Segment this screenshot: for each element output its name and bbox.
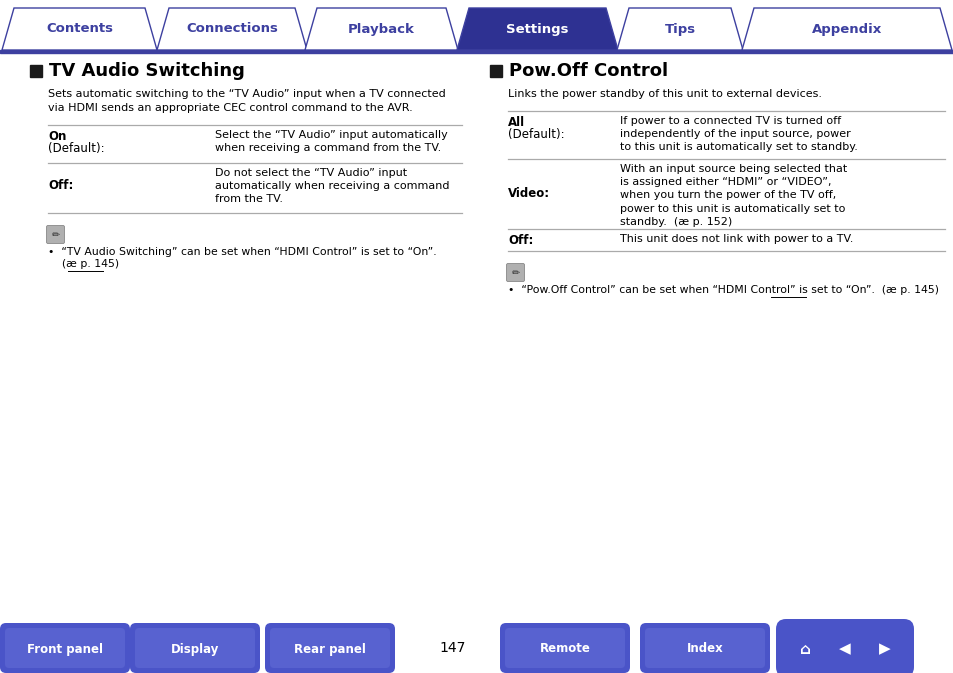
Bar [0,622,953,673]
Text: Sets automatic switching to the “TV Audio” input when a TV connected
via HDMI se: Sets automatic switching to the “TV Audi… [48,89,445,112]
Text: Index: Index [686,643,722,656]
Text: •  “Pow.Off Control” can be set when “HDMI Control” is set to “On”.  (æ p. 145): • “Pow.Off Control” can be set when “HDM… [507,285,938,295]
Text: Playback: Playback [348,22,415,36]
Text: Pow.Off Control: Pow.Off Control [509,62,667,80]
Text: Connections: Connections [186,22,277,36]
Text: ✏: ✏ [51,229,59,240]
Text: If power to a connected TV is turned off
independently of the input source, powe: If power to a connected TV is turned off… [619,116,857,152]
Text: (Default):: (Default): [48,142,105,155]
Text: Display: Display [171,643,219,656]
Polygon shape [305,8,457,50]
Text: 147: 147 [439,641,466,655]
Text: Do not select the “TV Audio” input
automatically when receiving a command
from t: Do not select the “TV Audio” input autom… [214,168,449,205]
Bar [30,65,42,77]
Text: (æ p. 145): (æ p. 145) [48,259,119,269]
FancyBboxPatch shape [855,619,913,673]
Text: On: On [48,130,67,143]
Text: Off:: Off: [507,234,533,247]
Bar [490,65,501,77]
Bar [0,50,953,53]
Text: With an input source being selected that
is assigned either “HDMI” or “VIDEO”,
w: With an input source being selected that… [619,164,846,227]
FancyBboxPatch shape [5,628,125,668]
FancyBboxPatch shape [644,628,764,668]
Text: Video:: Video: [507,187,550,200]
FancyBboxPatch shape [130,623,260,673]
Text: Remote: Remote [539,643,590,656]
FancyBboxPatch shape [504,628,624,668]
Polygon shape [617,8,742,50]
Text: Off:: Off: [48,179,73,192]
FancyBboxPatch shape [506,264,524,281]
FancyBboxPatch shape [775,619,833,673]
FancyBboxPatch shape [0,623,130,673]
Text: This unit does not link with power to a TV.: This unit does not link with power to a … [619,234,853,244]
FancyBboxPatch shape [270,628,390,668]
Text: Links the power standby of this unit to external devices.: Links the power standby of this unit to … [507,89,821,99]
Text: •  “TV Audio Switching” can be set when “HDMI Control” is set to “On”.: • “TV Audio Switching” can be set when “… [48,247,436,257]
Text: TV Audio Switching: TV Audio Switching [49,62,245,80]
FancyBboxPatch shape [639,623,769,673]
Text: Rear panel: Rear panel [294,643,366,656]
FancyBboxPatch shape [499,623,629,673]
Text: ⌂: ⌂ [799,641,810,656]
FancyBboxPatch shape [135,628,254,668]
Text: ✏: ✏ [511,267,519,277]
Text: (Default):: (Default): [507,128,564,141]
Text: Settings: Settings [506,22,568,36]
Text: Tips: Tips [663,22,695,36]
FancyBboxPatch shape [815,619,873,673]
Text: All: All [507,116,524,129]
Text: Appendix: Appendix [811,22,882,36]
FancyBboxPatch shape [265,623,395,673]
Text: ◀: ◀ [839,641,850,656]
Polygon shape [456,8,618,50]
Polygon shape [741,8,951,50]
Text: Select the “TV Audio” input automatically
when receiving a command from the TV.: Select the “TV Audio” input automaticall… [214,130,447,153]
Polygon shape [2,8,157,50]
Text: Contents: Contents [46,22,112,36]
Text: ▶: ▶ [879,641,890,656]
Text: Front panel: Front panel [27,643,103,656]
Polygon shape [157,8,307,50]
FancyBboxPatch shape [47,225,65,244]
